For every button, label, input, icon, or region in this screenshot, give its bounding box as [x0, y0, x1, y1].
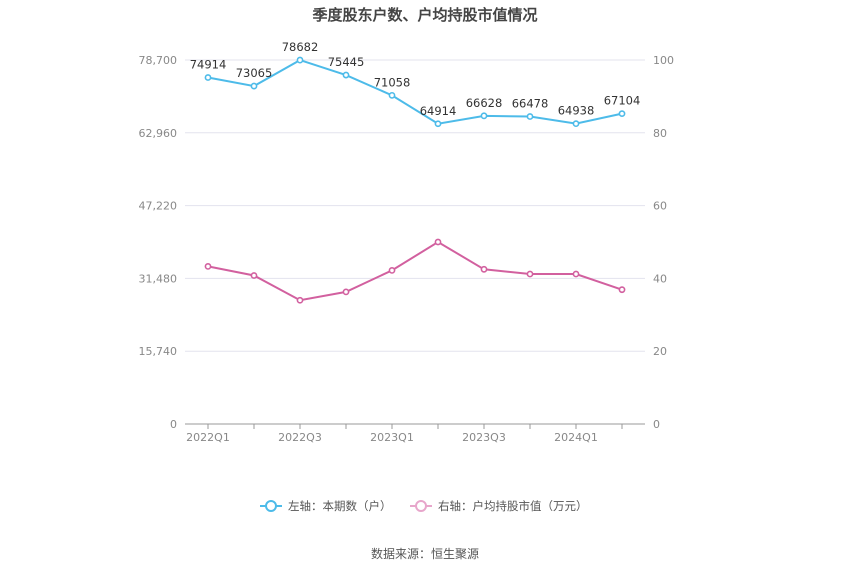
left-tick-label: 15,740 [139, 345, 178, 358]
series-2-point [572, 270, 580, 278]
data-label: 67104 [604, 94, 641, 108]
right-tick-label: 60 [653, 200, 667, 213]
series-1-point [204, 74, 212, 81]
legend-label: 右轴：户均持股市值（万元） [438, 499, 588, 513]
series-1-point [296, 56, 304, 64]
data-label: 66628 [466, 96, 503, 110]
series-1-point [480, 112, 488, 120]
series-2-point [388, 266, 396, 274]
series-2-point [342, 288, 350, 296]
legend-label: 左轴：本期数（户） [288, 499, 392, 513]
series-1-point [250, 82, 258, 90]
data-label: 64914 [420, 104, 457, 118]
right-tick-label: 100 [653, 54, 674, 67]
data-label: 78682 [282, 40, 319, 54]
series-2-point [480, 265, 488, 273]
x-tick-label: 2024Q1 [554, 431, 598, 444]
data-label: 66478 [512, 97, 549, 111]
right-tick-label: 20 [653, 345, 667, 358]
x-tick-label: 2023Q3 [462, 431, 506, 444]
data-label: 71058 [374, 75, 411, 89]
series-1-point [434, 120, 442, 128]
series-1-point [388, 91, 396, 99]
x-tick-label: 2023Q1 [370, 431, 414, 444]
data-label: 64938 [558, 104, 595, 118]
series-2-point [618, 286, 626, 294]
right-tick-label: 80 [653, 127, 667, 140]
left-tick-label: 78,700 [139, 54, 178, 67]
left-tick-label: 31,480 [139, 272, 178, 285]
series-line-1 [207, 58, 623, 125]
series-2-point [296, 296, 304, 304]
x-tick-label: 2022Q1 [186, 431, 230, 444]
series-2-point [250, 272, 258, 279]
left-tick-label: 0 [170, 418, 177, 431]
legend-swatch-marker [415, 500, 427, 512]
data-label: 75445 [328, 55, 365, 69]
legend-swatch-marker [265, 500, 277, 512]
series-line-2 [207, 240, 623, 302]
series-1-point [618, 110, 626, 118]
source-note: 数据来源：恒生聚源 [371, 546, 479, 561]
data-label: 73065 [236, 66, 273, 80]
series-1-point [572, 120, 580, 128]
right-tick-label: 40 [653, 272, 667, 285]
data-label: 74914 [190, 58, 227, 72]
left-tick-label: 47,220 [139, 200, 178, 213]
x-tick-label: 2022Q3 [278, 431, 322, 444]
series-1-point [342, 71, 350, 79]
right-tick-label: 0 [653, 418, 660, 431]
series-2-point [526, 270, 534, 278]
series-2-point [434, 238, 442, 246]
series-1-point [526, 113, 534, 120]
series-2-point [204, 262, 212, 270]
chart-title: 季度股东户数、户均持股市值情况 [312, 6, 537, 24]
left-tick-label: 62,960 [139, 127, 178, 140]
